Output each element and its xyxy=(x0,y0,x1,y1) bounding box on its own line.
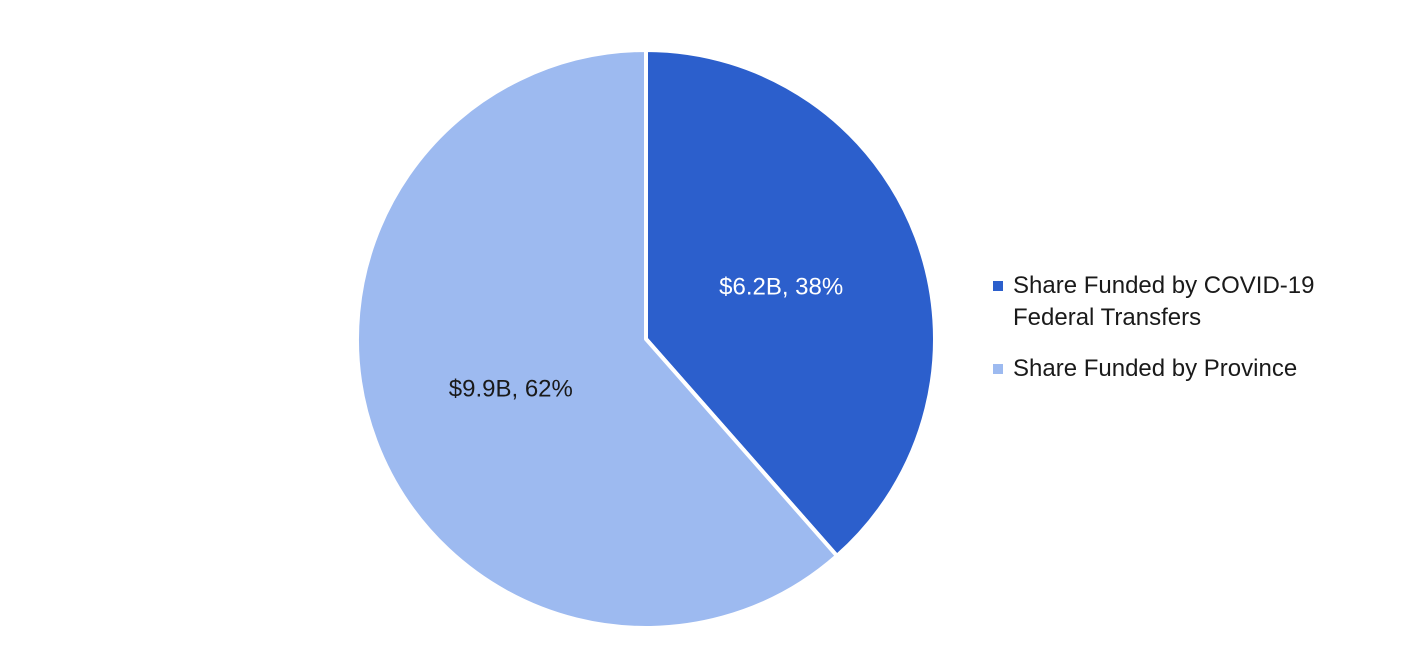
pie-slice-federal-transfers xyxy=(644,48,937,558)
legend-label-province: Share Funded by Province xyxy=(1013,355,1298,382)
pie-slice-province xyxy=(355,48,839,630)
legend-swatch-federal-transfers xyxy=(993,281,1003,291)
legend-item-province: Share Funded by Province xyxy=(993,353,1393,385)
pie-slice-labels: $6.2B, 38% $9.9B, 62% xyxy=(449,273,843,402)
legend: Share Funded by COVID-19 Federal Transfe… xyxy=(993,270,1393,404)
legend-swatch-province xyxy=(993,364,1003,374)
legend-label-federal-transfers: Share Funded by COVID-19 Federal Transfe… xyxy=(1013,272,1315,331)
pie-slice-label-province: $9.9B, 62% xyxy=(449,375,573,402)
legend-item-federal-transfers: Share Funded by COVID-19 Federal Transfe… xyxy=(993,270,1393,334)
pie-slices xyxy=(355,48,937,630)
pie-slice-label-federal-transfers: $6.2B, 38% xyxy=(719,273,843,300)
